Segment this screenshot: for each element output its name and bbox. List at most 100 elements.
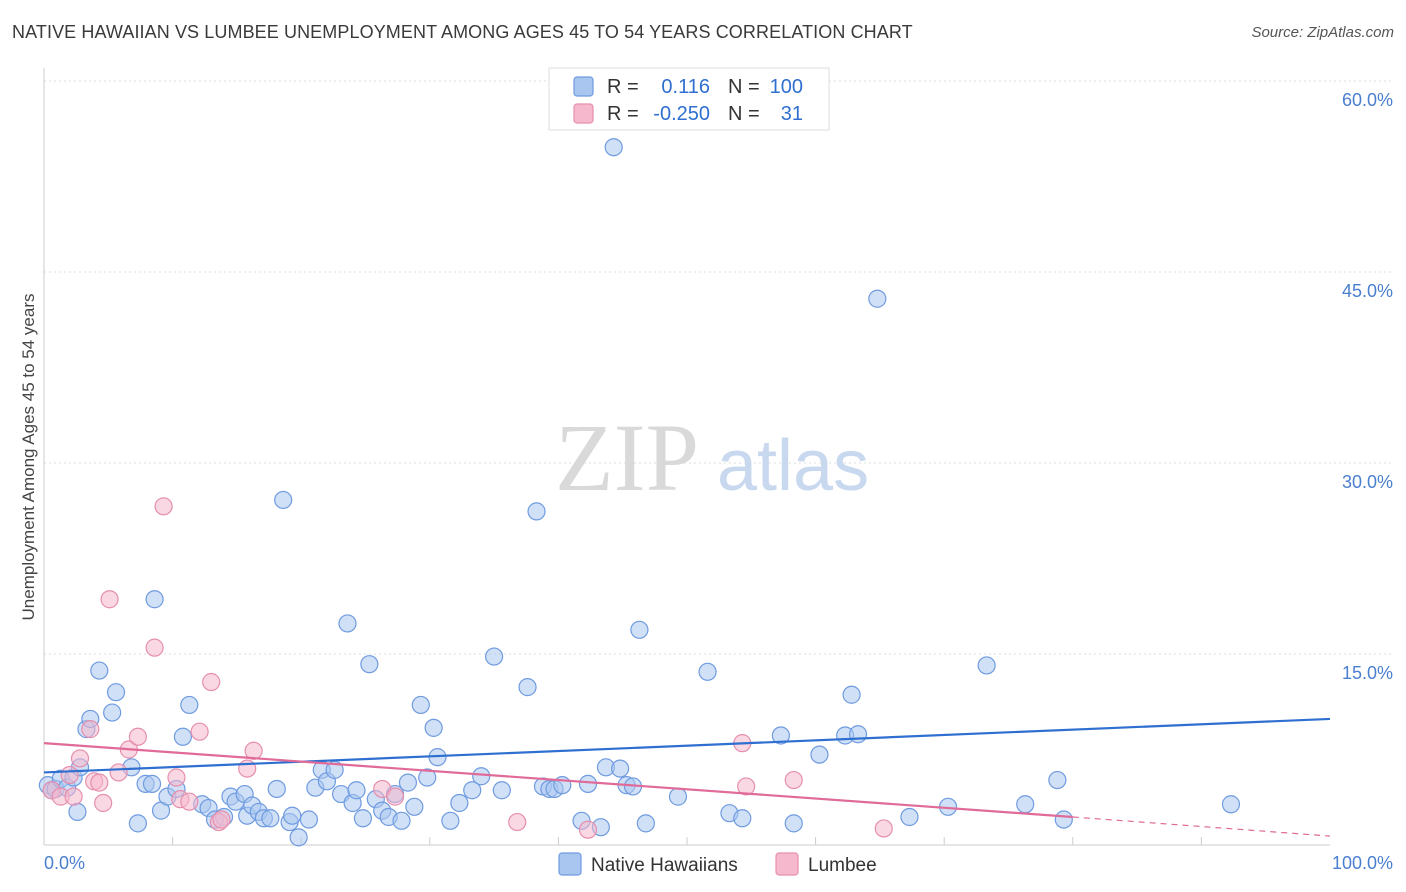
lumbee-point xyxy=(385,787,405,806)
legend-swatch-lumbee xyxy=(573,103,594,124)
lumbee-point xyxy=(154,497,173,516)
native-hawaiians-point xyxy=(274,490,293,510)
native-hawaiians-point xyxy=(472,767,491,786)
native-hawaiians-point xyxy=(1221,795,1241,814)
lumbee-point xyxy=(81,720,100,739)
native-hawaiians-point xyxy=(630,620,649,639)
native-hawaiians-point xyxy=(128,814,147,833)
source-label: Source: ZipAtlas.com xyxy=(1251,24,1394,41)
native-hawaiians-point xyxy=(405,797,424,816)
legend-r-label: R = xyxy=(607,103,639,125)
lumbee-point xyxy=(202,672,221,692)
legend-r-value: -0.250 xyxy=(653,103,710,125)
native-hawaiians-point xyxy=(848,725,868,744)
native-hawaiians-point xyxy=(900,807,919,827)
y-tick-label: 45.0% xyxy=(1342,281,1393,301)
native-hawaiians-point xyxy=(180,695,199,715)
axes xyxy=(43,68,1330,846)
native-hawaiians-point xyxy=(353,809,373,828)
native-hawaiians-point xyxy=(299,810,319,829)
native-hawaiians-point xyxy=(463,781,482,800)
native-hawaiians-point xyxy=(418,768,437,787)
native-hawaiians-point xyxy=(578,774,598,793)
x-tick-labels: 0.0% 100.0% xyxy=(44,853,1393,873)
lumbee-point xyxy=(145,638,164,657)
lumbee-point xyxy=(90,773,109,792)
native-hawaiians-point xyxy=(106,683,126,702)
series-legend-swatch-lumbee xyxy=(775,852,799,876)
native-hawaiians-point xyxy=(668,787,688,806)
native-hawaiians-point xyxy=(636,814,655,833)
native-hawaiians-point xyxy=(733,809,752,828)
y-tick-labels: 15.0% 30.0% 45.0% 60.0% xyxy=(1342,90,1393,683)
lumbee-point xyxy=(64,787,83,806)
native-hawaiians-point xyxy=(518,678,537,697)
x-tick-label: 0.0% xyxy=(44,853,85,873)
series-legend-lumbee: Lumbee xyxy=(808,855,877,876)
native-hawaiians-point xyxy=(784,814,803,833)
watermark-zip: ZIP xyxy=(555,404,699,511)
lumbee-trend-extension xyxy=(1072,816,1331,837)
native-hawaiians-point xyxy=(338,614,357,633)
native-hawaiians-point xyxy=(485,647,504,666)
native-hawaiians-point xyxy=(527,502,546,521)
lumbee-point xyxy=(94,793,113,813)
watermark-atlas: atlas xyxy=(717,426,869,506)
legend-n-label: N = xyxy=(728,103,760,125)
legend-n-value: 100 xyxy=(770,76,803,98)
y-axis-label: Unemployment Among Ages 45 to 54 years xyxy=(19,294,38,621)
lumbee-point xyxy=(128,727,147,746)
native-hawaiians-point xyxy=(424,718,443,737)
lumbee-point xyxy=(167,768,186,787)
native-hawaiians-point xyxy=(173,727,192,746)
lumbee-point xyxy=(737,777,756,796)
native-hawaiians-point xyxy=(289,828,308,847)
native-hawaiians-point xyxy=(868,289,887,308)
lumbee-point xyxy=(180,792,199,811)
native-hawaiians-point xyxy=(611,759,630,778)
y-tick-label: 15.0% xyxy=(1342,663,1393,683)
native-hawaiians-point xyxy=(698,662,717,681)
native-hawaiians-point xyxy=(103,703,122,722)
series-legend-native-hawaiians: Native Hawaiians xyxy=(591,855,738,876)
native-hawaiians-point xyxy=(142,774,162,793)
lumbee-point xyxy=(100,590,119,609)
lumbee-point xyxy=(190,722,209,741)
lumbee-point xyxy=(874,819,893,838)
lumbee-point xyxy=(109,763,128,782)
lumbee-point xyxy=(70,749,90,768)
native-hawaiians-point xyxy=(398,773,418,792)
legend-n-value: 31 xyxy=(781,103,803,125)
native-hawaiians-point xyxy=(360,655,379,674)
legend-n-label: N = xyxy=(728,76,760,98)
native-hawaiians-point xyxy=(90,661,109,680)
native-hawaiians-point xyxy=(392,811,411,830)
native-hawaiians-point xyxy=(441,811,460,830)
native-hawaiians-point xyxy=(283,806,302,825)
chart-title: NATIVE HAWAIIAN VS LUMBEE UNEMPLOYMENT A… xyxy=(12,22,913,42)
native-hawaiians-point xyxy=(771,726,790,745)
native-hawaiians-point xyxy=(1048,770,1067,790)
lumbee-point xyxy=(60,765,79,785)
native-hawaiians-point xyxy=(411,695,430,715)
legend-r-label: R = xyxy=(607,76,639,98)
native-hawaiians-point xyxy=(68,802,87,821)
watermark: ZIP atlas xyxy=(555,404,869,511)
native-hawaiians-point xyxy=(604,138,623,157)
native-hawaiians-point xyxy=(450,793,469,813)
native-hawaiians-point xyxy=(261,809,280,828)
native-hawaiians-point xyxy=(842,685,861,704)
grid-lines xyxy=(44,80,1392,655)
y-tick-label: 30.0% xyxy=(1342,472,1393,492)
native-hawaiians-point xyxy=(492,781,511,800)
native-hawaiians-point xyxy=(977,656,996,675)
y-tick-label: 60.0% xyxy=(1342,90,1393,110)
native-hawaiians-point xyxy=(347,781,366,800)
legend-swatch-native-hawaiians xyxy=(573,76,594,97)
native-hawaiians-point xyxy=(1016,795,1035,814)
native-hawaiians-point xyxy=(267,779,286,799)
lumbee-point xyxy=(212,810,231,829)
trend-lines xyxy=(43,717,1331,837)
stats-legend-box xyxy=(548,67,830,131)
